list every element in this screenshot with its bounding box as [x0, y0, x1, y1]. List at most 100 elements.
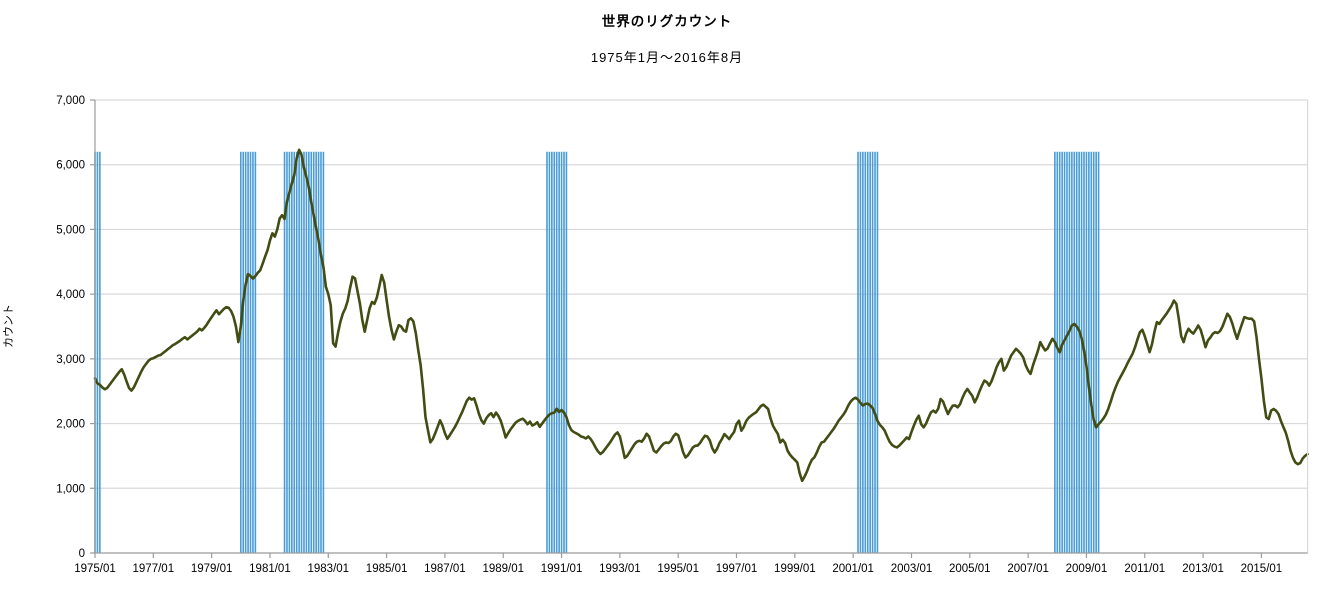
- recession-bar: [283, 151, 286, 553]
- x-tick-label: 1993/01: [599, 563, 641, 575]
- recession-bar: [240, 151, 242, 553]
- recession-bar: [874, 151, 876, 553]
- recession-bar: [1054, 151, 1056, 553]
- recession-bar: [563, 151, 565, 553]
- recession-bar: [315, 151, 317, 553]
- x-tick-label: 2013/01: [1182, 563, 1224, 575]
- recession-bar: [1085, 151, 1088, 553]
- recession-bar: [1090, 151, 1093, 553]
- recession-bar: [864, 151, 867, 553]
- recession-bar: [286, 151, 288, 553]
- x-tick-label: 1985/01: [366, 563, 408, 575]
- y-tick-labels: 0 1,000 2,000 3,000 4,000 5,000 6,000 7,000: [56, 95, 85, 560]
- recession-bar: [244, 151, 247, 553]
- recession-bar: [99, 151, 101, 553]
- recession-bar: [291, 151, 293, 553]
- recession-bar: [305, 151, 308, 553]
- recession-bar: [862, 151, 864, 553]
- x-tick-label: 1999/01: [774, 563, 816, 575]
- y-tick-label: 3,000: [56, 354, 85, 366]
- x-tick-label: 2015/01: [1241, 563, 1283, 575]
- x-tick-label: 2009/01: [1066, 563, 1108, 575]
- recession-bar: [866, 151, 869, 553]
- y-tick-label: 2,000: [56, 419, 85, 431]
- recession-bar: [288, 151, 291, 553]
- recession-bar: [295, 151, 298, 553]
- rig-count-line: [93, 148, 1309, 483]
- recession-bar: [254, 151, 257, 553]
- x-tick-label: 2007/01: [1007, 563, 1049, 575]
- x-tick-labels: 1975/01 1977/01 1979/01 1981/01 1983/01 1985/…: [74, 563, 1282, 575]
- recession-bar: [869, 151, 871, 553]
- recession-bar: [300, 151, 303, 553]
- recession-bar: [322, 151, 325, 553]
- recession-bar: [1092, 151, 1095, 553]
- x-tick-label: 1989/01: [482, 563, 524, 575]
- recession-bar: [1068, 151, 1071, 553]
- rig-count-series: [93, 148, 1309, 483]
- y-tick-label: 6,000: [56, 160, 85, 172]
- recession-bar: [249, 151, 252, 553]
- recession-bar: [548, 151, 551, 553]
- chart-subtitle: 1975年1月～2016年8月: [590, 50, 744, 65]
- axes: [90, 99, 1309, 558]
- x-tick-label: 1975/01: [74, 563, 116, 575]
- recession-bar: [1063, 151, 1066, 553]
- recession-bar: [1078, 151, 1080, 553]
- recession-bar: [859, 151, 862, 553]
- recession-bar: [298, 151, 300, 553]
- y-tick-label: 5,000: [56, 224, 85, 236]
- recession-bar: [252, 151, 254, 553]
- recession-bar: [560, 151, 563, 553]
- recession-bar: [1088, 151, 1090, 553]
- recession-bar: [317, 151, 320, 553]
- recession-bar: [555, 151, 558, 553]
- recession-bar: [551, 151, 553, 553]
- recession-bar: [320, 151, 322, 553]
- recession-bar: [1097, 151, 1100, 553]
- x-tick-label: 2001/01: [832, 563, 874, 575]
- recession-bar: [242, 151, 245, 553]
- recession-bars: [94, 151, 1100, 553]
- recession-bar: [96, 151, 99, 553]
- x-tick-label: 2011/01: [1124, 563, 1165, 575]
- recession-bar: [876, 151, 879, 553]
- x-tick-label: 1987/01: [424, 563, 466, 575]
- chart-title: 世界のリグカウント: [601, 14, 733, 29]
- recession-bar: [871, 151, 874, 553]
- y-tick-label: 7,000: [56, 95, 85, 107]
- recession-bar: [1061, 151, 1063, 553]
- recession-bar: [1095, 151, 1097, 553]
- recession-bar: [857, 151, 859, 553]
- recession-bar: [1066, 151, 1068, 553]
- recession-bar: [565, 151, 568, 553]
- recession-bar: [293, 151, 296, 553]
- recession-bar: [310, 151, 313, 553]
- recession-bar: [1073, 151, 1076, 553]
- x-tick-label: 2003/01: [891, 563, 933, 575]
- recession-bar: [303, 151, 305, 553]
- recession-bar: [553, 151, 556, 553]
- recession-bar: [1056, 151, 1059, 553]
- x-tick-label: 1997/01: [716, 563, 758, 575]
- x-tick-label: 2005/01: [949, 563, 991, 575]
- y-tick-label: 1,000: [56, 483, 85, 495]
- recession-bar: [1080, 151, 1083, 553]
- recession-bar: [308, 151, 310, 553]
- recession-bar: [312, 151, 315, 553]
- gridlines: [95, 99, 1308, 489]
- x-tick-label: 1983/01: [307, 563, 349, 575]
- recession-bar: [1075, 151, 1078, 553]
- x-tick-label: 1981/01: [249, 563, 291, 575]
- y-tick-label: 4,000: [56, 289, 85, 301]
- x-tick-label: 1995/01: [657, 563, 699, 575]
- x-tick-label: 1979/01: [191, 563, 233, 575]
- recession-bar: [1071, 151, 1073, 553]
- recession-bar: [546, 151, 548, 553]
- recession-bar: [247, 151, 249, 553]
- recession-bar: [558, 151, 560, 553]
- x-tick-label: 1977/01: [133, 563, 175, 575]
- x-tick-label: 1991/01: [541, 563, 583, 575]
